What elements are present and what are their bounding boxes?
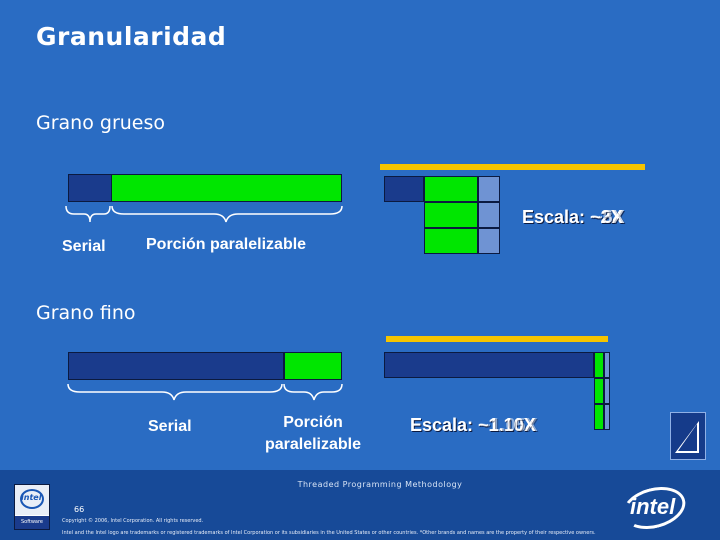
coarse-run-idle-2 <box>478 202 500 228</box>
intel-logo-icon: intel <box>617 480 691 536</box>
fine-run-idle-3 <box>604 404 610 430</box>
coarse-run-parallel-2 <box>424 202 478 228</box>
legal-text: Intel and the Intel logo are trademarks … <box>62 530 596 536</box>
page-number: 66 <box>74 505 85 514</box>
coarse-run-idle-1 <box>478 176 500 202</box>
intel-logo-text: intel <box>630 494 676 519</box>
coarse-scale-overlay: ~3X <box>592 207 625 227</box>
coarse-serial-label: Serial <box>62 238 106 255</box>
fine-serial-label: Serial <box>148 418 192 435</box>
coarse-braces <box>65 205 343 223</box>
coarse-serial-block <box>68 174 112 202</box>
badge-software-text: Software <box>15 516 49 529</box>
intel-software-badge-icon: intel Software <box>14 484 50 530</box>
fine-run-serial <box>384 352 594 378</box>
fine-run-parallel-3 <box>594 404 604 430</box>
coarse-parallel-label: Porción paralelizable <box>146 236 307 253</box>
fine-parallel-block <box>284 352 342 380</box>
coarse-run-parallel-3 <box>424 228 478 254</box>
fine-parallel-label: Porción paralelizable <box>258 412 368 456</box>
coarse-run-serial <box>384 176 424 202</box>
coarse-scale-text: Escala: ~2X <box>522 207 623 227</box>
fine-heading: Grano fino <box>36 302 136 324</box>
fine-braces <box>67 383 343 401</box>
badge-logo-text: intel <box>21 493 42 502</box>
fine-run-idle-2 <box>604 378 610 404</box>
slide-title: Granularidad <box>36 22 227 51</box>
play-triangle-icon <box>675 421 699 453</box>
fine-serial-block <box>68 352 284 380</box>
coarse-parallel-block <box>111 174 342 202</box>
coarse-run-idle-3 <box>478 228 500 254</box>
fine-run-parallel-1 <box>594 352 604 378</box>
coarse-scale-bar <box>380 164 645 170</box>
footer-methodology: Threaded Programming Methodology <box>297 480 463 489</box>
footer-band <box>0 470 720 540</box>
fine-parallel-label-line1: Porción <box>283 414 343 431</box>
copyright-text: Copyright © 2006, Intel Corporation. All… <box>62 518 204 524</box>
coarse-run-parallel-1 <box>424 176 478 202</box>
fine-scale-text: Escala: ~1.10X <box>410 415 536 435</box>
fine-parallel-label-line2: paralelizable <box>264 436 362 453</box>
fine-scale-overlay: ~1.05X <box>480 415 538 435</box>
play-button[interactable] <box>670 412 706 460</box>
fine-run-idle-1 <box>604 352 610 378</box>
fine-scale-bar <box>386 336 608 342</box>
fine-run-parallel-2 <box>594 378 604 404</box>
coarse-heading: Grano grueso <box>36 112 166 134</box>
coarse-scale-overlay-2: ~5X <box>592 207 625 227</box>
